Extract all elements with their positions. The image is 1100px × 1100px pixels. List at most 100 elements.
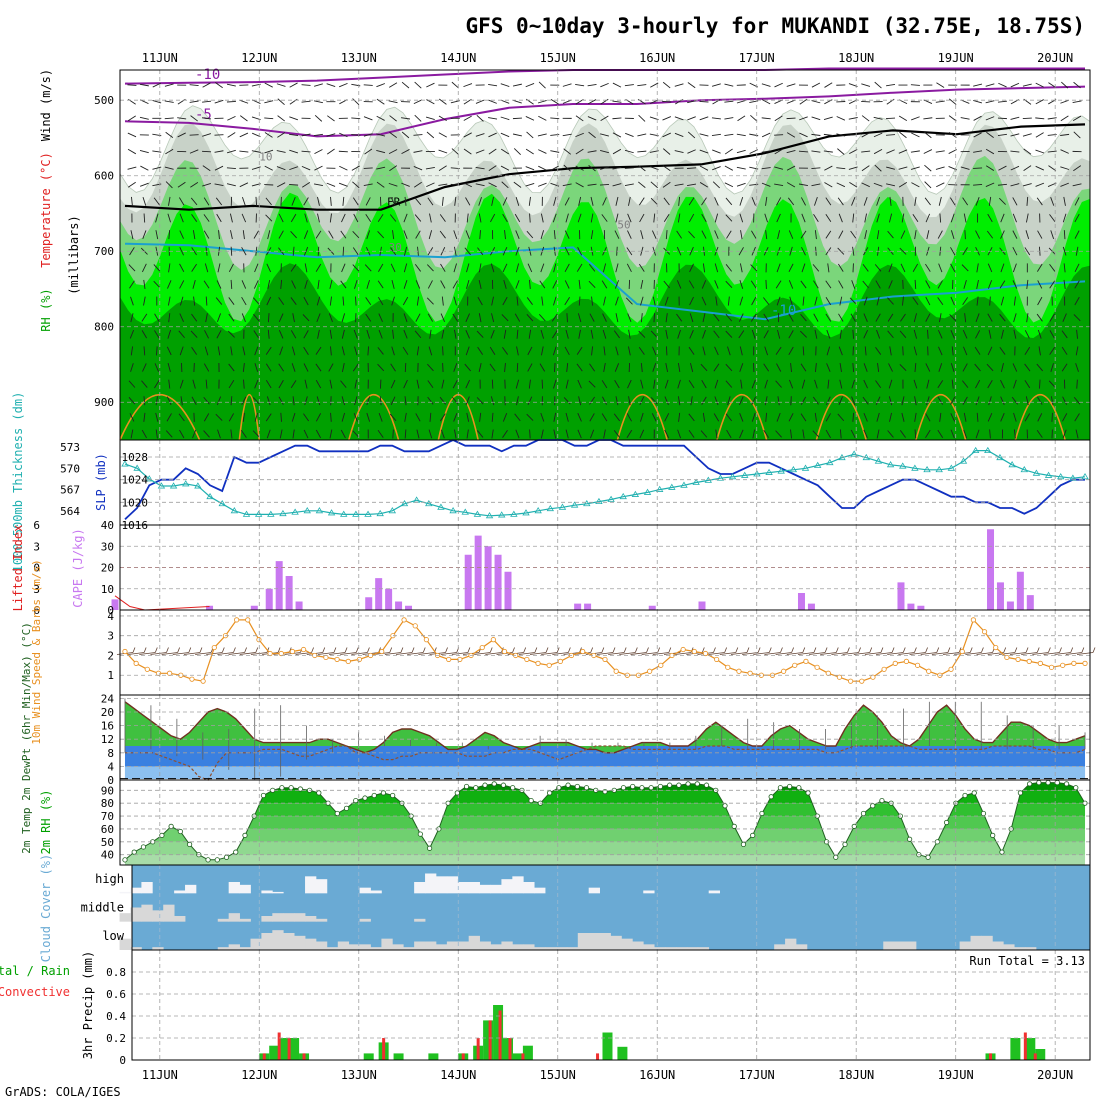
wind-barb [831, 652, 848, 655]
cape-bar [295, 601, 303, 610]
precip-total-bar [428, 1053, 439, 1060]
wind-barb [739, 429, 744, 439]
wind-barb [811, 82, 821, 88]
wind-barb [180, 396, 183, 406]
rh-point [805, 790, 811, 796]
wind-barb [1022, 183, 1032, 187]
wind-speed-point [479, 644, 485, 651]
wind-speed-point [1048, 664, 1055, 670]
wind-barb [950, 429, 955, 439]
wind-barb [1062, 246, 1067, 256]
wind-barb [1048, 380, 1056, 388]
wind-barb [292, 313, 295, 323]
wind-barb [168, 263, 171, 273]
wind-speed-point [836, 674, 843, 680]
wind-barb [253, 330, 260, 339]
wind-barb [638, 114, 646, 122]
wind-barb [365, 297, 372, 306]
rh-point [316, 790, 322, 796]
wind-barb [1035, 99, 1044, 105]
wind-barb [826, 396, 831, 406]
wind-barb [414, 81, 422, 89]
wind-barb [627, 230, 632, 239]
tick-label: 30 [101, 540, 114, 553]
wind-barb [155, 412, 159, 422]
wind-barb [339, 132, 348, 138]
precip-convective-bar [989, 1053, 993, 1060]
precip-total-bar [393, 1053, 404, 1060]
wind-barb-flag [1003, 647, 1007, 653]
precip-convective-bar [262, 1053, 266, 1060]
wind-barb [825, 413, 831, 422]
cloud-cell [217, 947, 230, 950]
wind-barb [352, 247, 359, 256]
wind-barb [612, 100, 622, 103]
wind-barb [678, 196, 681, 206]
precip-total-bar [522, 1045, 533, 1060]
wind-barb [730, 652, 748, 655]
cape-bar [574, 603, 582, 610]
wind-barb [985, 182, 995, 187]
wind-barb [848, 166, 858, 170]
wind-barb [195, 652, 212, 655]
wind-speed-point [546, 662, 552, 668]
wind-barb [599, 184, 610, 186]
cloud-cell [446, 941, 459, 950]
wind-barb [677, 429, 682, 439]
wind-barb [738, 313, 744, 322]
wind-barb [702, 263, 706, 273]
cloud-cell [119, 938, 131, 950]
wind-barb [740, 379, 743, 389]
wind-barb [340, 380, 347, 388]
wind-barb [239, 99, 249, 104]
wind-barb [665, 313, 668, 323]
wind-barb [475, 99, 485, 104]
wind-barb [736, 149, 746, 154]
wind-barb [688, 346, 695, 355]
wind-barb [317, 329, 320, 339]
wind-barb [215, 197, 223, 206]
pressure-axis-label: (millibars) [67, 215, 81, 294]
wind-barb [923, 149, 933, 154]
wind-barb [950, 230, 955, 240]
wind-barb [813, 280, 819, 289]
wind-barb [289, 149, 299, 154]
thickness-point [595, 497, 603, 505]
wind-barb [192, 379, 196, 389]
wind-barb [886, 134, 896, 136]
wind-barb [662, 116, 672, 121]
wind-barb [788, 280, 794, 289]
wind-barb [624, 149, 634, 154]
thickness-point [935, 465, 943, 473]
wind-barb [951, 346, 954, 356]
wind-barb [401, 182, 410, 187]
rh-point [796, 785, 802, 791]
wind-barb [491, 379, 494, 389]
wind-barb [1024, 247, 1031, 256]
wind-barb [676, 246, 682, 256]
wind-barb [814, 196, 818, 206]
wind-barb [241, 280, 247, 289]
wind-barb [1054, 652, 1071, 655]
wind-barb [1036, 263, 1043, 272]
wind-barb [662, 181, 671, 188]
wind-barb [612, 82, 622, 88]
wind-barb [565, 329, 569, 339]
wind-barb [725, 363, 733, 372]
temp2m-axis-label: 2m Temp 2m DewPt (6hr Min/Max) (°C) [20, 622, 33, 854]
thickness-point [680, 481, 688, 488]
wind-barb [303, 330, 309, 339]
thickness-point [716, 474, 725, 481]
wind-barb [987, 413, 993, 422]
rh-point [131, 849, 137, 855]
wind-barb [426, 264, 434, 272]
wind-barb [702, 412, 706, 422]
thickness-point [668, 483, 676, 490]
wind-barb [388, 182, 398, 187]
wind-barb [889, 196, 892, 206]
wind-barb [390, 197, 396, 206]
cloud-row-label: middle [81, 901, 124, 915]
wind-barb [687, 100, 697, 104]
wind-barb [203, 430, 210, 438]
wind-speed-point [803, 658, 809, 664]
